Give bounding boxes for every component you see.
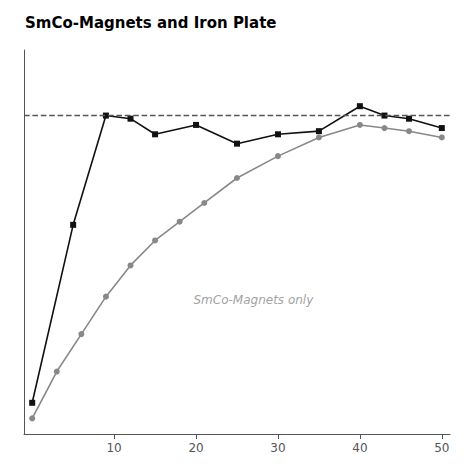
svg-text:SmCo-Magnets only: SmCo-Magnets only — [193, 293, 314, 307]
svg-text:40: 40 — [352, 441, 367, 455]
svg-text:50: 50 — [434, 441, 449, 455]
svg-text:30: 30 — [270, 441, 285, 455]
svg-text:20: 20 — [188, 441, 203, 455]
svg-text:SmCo-Magnets and Iron Plate: SmCo-Magnets and Iron Plate — [25, 14, 276, 32]
svg-text:10: 10 — [106, 441, 121, 455]
